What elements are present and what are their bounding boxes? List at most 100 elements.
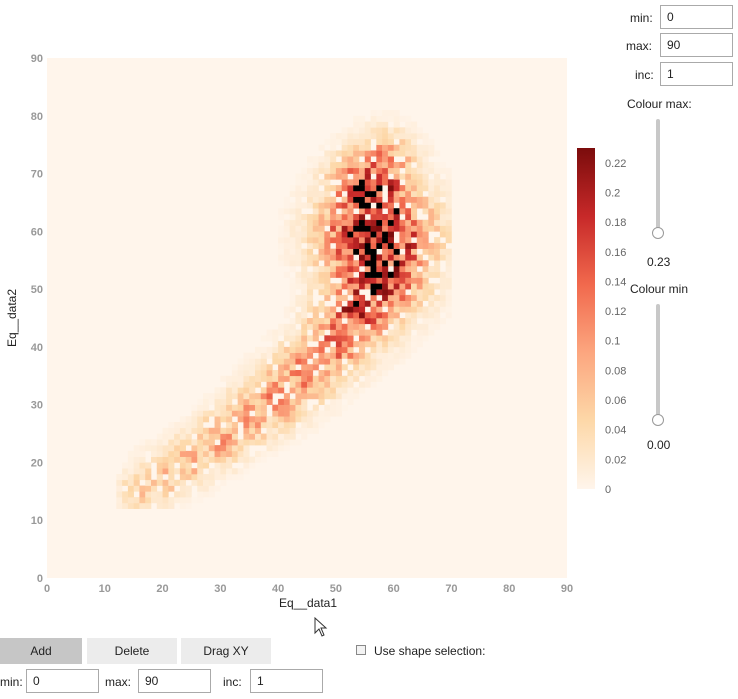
heatmap-cell[interactable] [312, 242, 319, 249]
heatmap-cell[interactable] [422, 208, 429, 215]
heatmap-cell[interactable] [122, 474, 129, 481]
heatmap-cell[interactable] [359, 346, 366, 353]
heatmap-cell[interactable] [364, 133, 371, 140]
heatmap-cell[interactable] [116, 497, 123, 504]
heatmap-cell[interactable] [405, 277, 412, 284]
heatmap-cell[interactable] [174, 491, 181, 498]
heatmap-cell[interactable] [301, 248, 308, 255]
heatmap-cell[interactable] [422, 202, 429, 209]
heatmap-cell[interactable] [393, 248, 400, 255]
heatmap-cell[interactable] [307, 416, 314, 423]
heatmap-cell[interactable] [185, 462, 192, 469]
heatmap-cell[interactable] [312, 312, 319, 319]
heatmap-cell[interactable] [335, 138, 342, 145]
heatmap-cell[interactable] [359, 138, 366, 145]
colour-max-track[interactable] [656, 119, 660, 233]
heatmap-cell[interactable] [347, 329, 354, 336]
heatmap-cell[interactable] [335, 294, 342, 301]
heatmap-cell[interactable] [341, 150, 348, 157]
heatmap-cell[interactable] [243, 358, 250, 365]
heatmap-cell[interactable] [335, 323, 342, 330]
heatmap-cell[interactable] [133, 497, 140, 504]
heatmap-cell[interactable] [428, 196, 435, 203]
heatmap-cell[interactable] [445, 208, 452, 215]
heatmap-cell[interactable] [260, 335, 267, 342]
heatmap-cell[interactable] [255, 416, 262, 423]
heatmap-cell[interactable] [283, 364, 290, 371]
heatmap-cell[interactable] [335, 352, 342, 359]
heatmap-cell[interactable] [283, 208, 290, 215]
heatmap-cell[interactable] [341, 173, 348, 180]
heatmap-cell[interactable] [405, 133, 412, 140]
heatmap-cell[interactable] [335, 202, 342, 209]
heatmap-cell[interactable] [330, 248, 337, 255]
heatmap-cell[interactable] [278, 364, 285, 371]
heatmap-cell[interactable] [439, 271, 446, 278]
heatmap-cell[interactable] [307, 214, 314, 221]
heatmap-cell[interactable] [382, 277, 389, 284]
heatmap-cell[interactable] [341, 260, 348, 267]
heatmap-cell[interactable] [307, 156, 314, 163]
heatmap-cell[interactable] [162, 439, 169, 446]
heatmap-cell[interactable] [370, 162, 377, 169]
heatmap-cell[interactable] [382, 179, 389, 186]
heatmap-cell[interactable] [353, 150, 360, 157]
heatmap-cell[interactable] [434, 306, 441, 313]
heatmap-cell[interactable] [226, 445, 233, 452]
heatmap-cell[interactable] [330, 410, 337, 417]
heatmap-cell[interactable] [324, 323, 331, 330]
heatmap-cell[interactable] [439, 162, 446, 169]
heatmap-cell[interactable] [243, 393, 250, 400]
heatmap-cell[interactable] [411, 133, 418, 140]
heatmap-cell[interactable] [220, 462, 227, 469]
heatmap-cell[interactable] [416, 225, 423, 232]
heatmap-cell[interactable] [439, 202, 446, 209]
heatmap-cell[interactable] [393, 335, 400, 342]
heatmap-cell[interactable] [416, 254, 423, 261]
heatmap-cell[interactable] [318, 410, 325, 417]
heatmap-cell[interactable] [307, 410, 314, 417]
heatmap-cell[interactable] [422, 179, 429, 186]
heatmap-cell[interactable] [295, 277, 302, 284]
heatmap-cell[interactable] [324, 167, 331, 174]
heatmap-cell[interactable] [416, 312, 423, 319]
heatmap-cell[interactable] [382, 156, 389, 163]
heatmap-cell[interactable] [399, 306, 406, 313]
heatmap-cell[interactable] [226, 427, 233, 434]
heatmap-cell[interactable] [278, 398, 285, 405]
heatmap-cell[interactable] [301, 352, 308, 359]
heatmap-cell[interactable] [370, 179, 377, 186]
heatmap-cell[interactable] [307, 306, 314, 313]
heatmap-cell[interactable] [318, 242, 325, 249]
heatmap-cell[interactable] [156, 450, 163, 457]
heatmap-cell[interactable] [335, 381, 342, 388]
heatmap-cell[interactable] [127, 497, 134, 504]
shape-selection-checkbox[interactable] [356, 645, 366, 655]
heatmap-cell[interactable] [272, 358, 279, 365]
add-button[interactable]: Add [0, 638, 82, 664]
heatmap-cell[interactable] [376, 254, 383, 261]
heatmap-cell[interactable] [330, 254, 337, 261]
heatmap-cell[interactable] [387, 277, 394, 284]
heatmap-cell[interactable] [220, 410, 227, 417]
heatmap-cell[interactable] [283, 398, 290, 405]
heatmap-cell[interactable] [278, 237, 285, 244]
heatmap-cell[interactable] [411, 121, 418, 128]
heatmap-cell[interactable] [370, 277, 377, 284]
heatmap-cell[interactable] [220, 445, 227, 452]
heatmap-cell[interactable] [341, 156, 348, 163]
heatmap-cell[interactable] [347, 138, 354, 145]
heatmap-cell[interactable] [203, 485, 210, 492]
heatmap-cell[interactable] [185, 450, 192, 457]
heatmap-cell[interactable] [434, 300, 441, 307]
heatmap-cell[interactable] [353, 312, 360, 319]
heatmap-cell[interactable] [307, 318, 314, 325]
heatmap-cell[interactable] [428, 242, 435, 249]
heatmap-cell[interactable] [249, 398, 256, 405]
heatmap-cell[interactable] [197, 404, 204, 411]
heatmap-cell[interactable] [405, 231, 412, 238]
heatmap-cell[interactable] [139, 468, 146, 475]
heatmap-cell[interactable] [405, 162, 412, 169]
heatmap-cell[interactable] [295, 179, 302, 186]
heatmap-cell[interactable] [416, 237, 423, 244]
